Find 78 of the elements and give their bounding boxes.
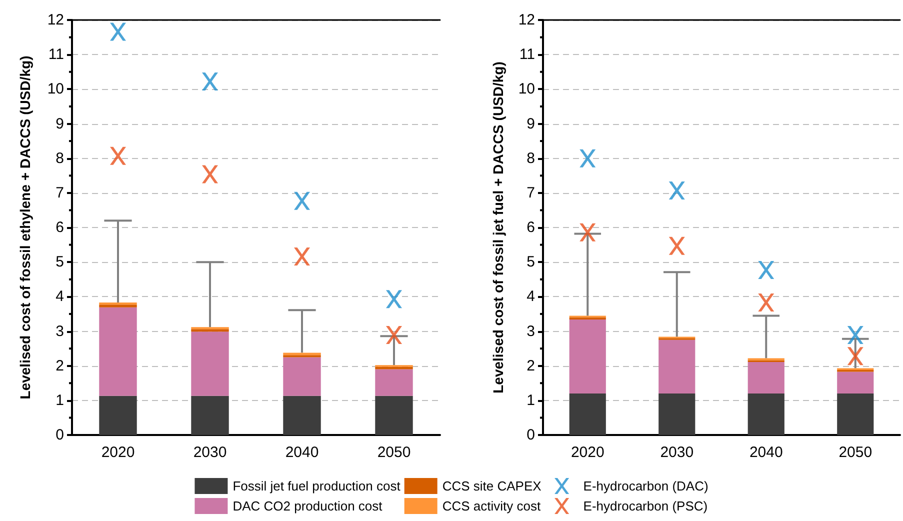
point (202, 72, 218, 91)
y-tick-label: 11 (48, 46, 64, 64)
y-tick-label: 12 (47, 12, 64, 28)
point (110, 146, 126, 165)
legend-label: Fossil jet fuel production cost (232, 478, 401, 494)
point (580, 223, 596, 242)
y-tick-label: 4 (56, 288, 64, 306)
y-tick-label: 10 (518, 80, 535, 98)
bar (191, 332, 229, 396)
y-tick-label: 3 (56, 322, 64, 340)
x-tick-label: 2030 (660, 444, 694, 461)
y-tick-label: 1 (526, 392, 535, 409)
bar (837, 372, 874, 394)
y-tick-label: 7 (526, 184, 535, 202)
x-tick-label: 2020 (570, 444, 604, 461)
point (386, 290, 402, 308)
legend-label: E-hydrocarbon (PSC) (583, 498, 708, 514)
legend-label: E-hydrocarbon (DAC) (583, 478, 708, 494)
bar (375, 366, 413, 370)
y-tick-label: 9 (56, 115, 64, 132)
bar (748, 362, 784, 394)
bar (283, 352, 321, 356)
bar (191, 329, 229, 332)
bar (837, 394, 874, 435)
bar (191, 396, 229, 435)
bar (283, 357, 321, 396)
y-tick-label: 2 (526, 357, 535, 374)
y-tick-label: 2 (56, 357, 64, 374)
y-tick-label: 6 (526, 219, 535, 236)
bar (99, 396, 137, 435)
bar (99, 307, 137, 396)
legend-label: CCS activity cost (442, 498, 541, 514)
y-tick-label: 8 (56, 150, 64, 167)
point (294, 248, 310, 266)
x-tick-label: 2040 (285, 444, 319, 461)
point (580, 149, 596, 168)
x-tick-label: 2040 (749, 444, 783, 461)
y-tick-label: 0 (56, 426, 64, 444)
legend-label: DAC CO2 production cost (232, 498, 383, 514)
bar (658, 340, 696, 394)
bar (375, 369, 413, 396)
bar (569, 394, 606, 435)
y-axis-title: Levelised cost of fossil ethylene + DACCS (USD/kg) (17, 56, 33, 400)
point (110, 22, 126, 41)
x-tick-label: 2020 (101, 444, 135, 461)
y-tick-label: 7 (56, 184, 64, 202)
y-axis-title: Levelised cost of fossil jet fuel + DACCS (USD/kg) (490, 62, 506, 394)
bar (375, 396, 413, 435)
point (668, 181, 685, 200)
point (847, 326, 864, 344)
y-tick-label: 12 (518, 12, 535, 28)
y-tick-label: 9 (526, 115, 535, 132)
y-tick-label: 11 (519, 46, 535, 64)
bar (569, 319, 606, 394)
y-tick-label: 4 (526, 288, 535, 306)
y-tick-label: 10 (47, 80, 64, 98)
y-tick-label: 3 (526, 322, 535, 340)
legend-label: CCS site CAPEX (442, 478, 542, 494)
point (758, 294, 774, 312)
point (386, 326, 402, 344)
y-tick-label: 5 (526, 254, 535, 271)
bar (658, 394, 696, 435)
bar (748, 394, 784, 435)
x-tick-label: 2050 (377, 444, 411, 461)
y-tick-label: 1 (56, 392, 64, 409)
y-tick-label: 0 (526, 426, 535, 444)
y-tick-label: 6 (56, 219, 64, 236)
bar (99, 304, 137, 308)
y-tick-label: 5 (56, 254, 64, 271)
point (294, 192, 310, 210)
x-tick-label: 2050 (838, 444, 872, 461)
x-tick-label: 2030 (193, 444, 227, 461)
point (758, 261, 774, 280)
point (847, 347, 864, 366)
point (202, 165, 218, 184)
y-tick-label: 8 (526, 150, 535, 167)
bar (283, 396, 321, 435)
point (668, 236, 685, 255)
